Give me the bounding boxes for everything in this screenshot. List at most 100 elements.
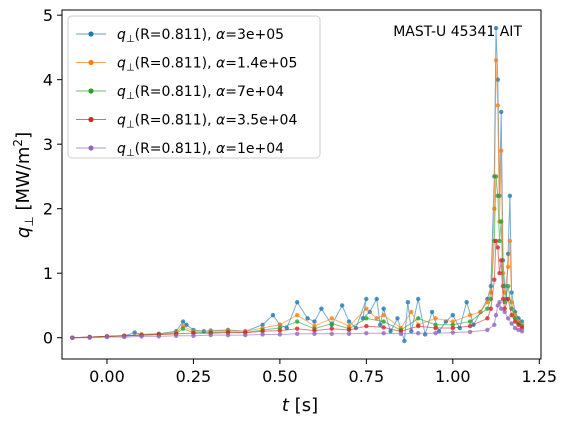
data-point <box>70 335 75 340</box>
data-point <box>312 319 317 324</box>
series-5 <box>70 300 525 340</box>
data-point <box>433 322 438 328</box>
data-point <box>260 322 265 328</box>
data-point <box>156 334 162 339</box>
data-point <box>104 334 110 340</box>
legend-label-part: q <box>117 113 126 129</box>
legend-label-part: α <box>216 113 226 129</box>
y-axis-label-unit-close: ] <box>13 132 34 139</box>
data-point <box>377 322 383 328</box>
data-point <box>260 329 265 334</box>
x-axis: 0.00 0.25 0.50 0.75 1.00 1.25 <box>89 359 557 386</box>
data-point <box>499 306 504 311</box>
legend-items: q⊥(R=0.811), α=3e+05q⊥(R=0.811), α=1.4e+… <box>76 27 297 159</box>
series-line <box>72 240 523 339</box>
data-point <box>402 338 407 344</box>
data-point <box>381 319 386 324</box>
data-point <box>519 325 525 331</box>
data-point <box>488 306 494 311</box>
data-point <box>512 325 518 331</box>
data-point <box>495 103 500 108</box>
legend-label-part: (R=0.811), <box>135 27 216 43</box>
data-point <box>433 316 438 321</box>
legend: q⊥(R=0.811), α=3e+05q⊥(R=0.811), α=1.4e+… <box>67 15 321 159</box>
data-point <box>294 300 300 305</box>
legend-marker <box>88 145 94 151</box>
data-point <box>507 238 513 244</box>
legend-item: q⊥(R=0.811), α=7e+04 <box>76 84 284 102</box>
legend-label-part: (R=0.811), <box>135 141 216 157</box>
data-point <box>398 331 404 337</box>
x-axis-label: t [s] <box>282 395 318 416</box>
data-point <box>497 238 502 244</box>
data-point <box>505 296 511 302</box>
data-point <box>493 25 499 31</box>
data-point <box>184 322 189 328</box>
legend-label-part: q <box>117 84 126 100</box>
data-point <box>374 316 379 321</box>
data-point <box>225 332 231 338</box>
legend-label-part: =7e+04 <box>225 84 284 100</box>
data-point <box>433 325 438 331</box>
data-point <box>416 316 421 321</box>
legend-label-part: ⊥ <box>126 91 135 102</box>
y-axis-label-superscript: 2 <box>11 139 25 147</box>
legend-label-part: α <box>216 141 226 157</box>
legend-marker <box>88 116 94 123</box>
x-tick-label: 0.25 <box>176 367 212 386</box>
y-tick-label: 1 <box>43 264 53 283</box>
data-point <box>436 329 442 334</box>
data-point <box>485 306 490 311</box>
legend-label: q⊥(R=0.811), α=3e+05 <box>117 27 284 45</box>
data-point <box>493 238 499 244</box>
y-axis-label: q⊥ [MW/m2] <box>11 132 36 238</box>
data-point <box>467 329 473 335</box>
data-point <box>493 58 499 63</box>
data-point <box>497 271 502 276</box>
legend-label-part: α <box>216 84 226 100</box>
legend-label-part: α <box>216 27 226 43</box>
data-point <box>329 331 334 337</box>
data-point <box>492 322 497 328</box>
y-axis-label-subscript: ⊥ <box>22 216 36 226</box>
legend-label-part: q <box>117 27 126 43</box>
data-point <box>139 334 144 339</box>
data-point <box>260 332 265 337</box>
data-point <box>277 322 283 328</box>
legend-label-part: =1.4e+05 <box>225 56 297 72</box>
data-point <box>173 333 179 338</box>
data-point <box>450 325 456 331</box>
data-point <box>499 258 504 263</box>
data-point <box>493 174 499 179</box>
y-axis-label-unit: [MW/m <box>13 147 34 217</box>
data-point <box>467 319 473 324</box>
data-point <box>450 322 456 328</box>
y-axis: 0 1 2 3 4 5 <box>43 6 62 348</box>
legend-item: q⊥(R=0.811), α=1.4e+05 <box>76 56 297 74</box>
data-point <box>433 330 438 336</box>
y-tick-label: 5 <box>43 6 53 25</box>
data-point <box>305 316 310 321</box>
data-point <box>450 312 456 318</box>
data-point <box>405 300 411 305</box>
data-point <box>507 193 513 198</box>
series-layer <box>70 25 525 344</box>
legend-label-part: ⊥ <box>126 63 135 74</box>
data-point <box>364 316 369 321</box>
legend-label-part: ⊥ <box>126 148 135 159</box>
legend-label-part: =1e+04 <box>225 141 284 157</box>
data-point <box>208 332 213 338</box>
legend-item: q⊥(R=0.811), α=3.5e+04 <box>76 113 297 131</box>
data-point <box>270 312 276 318</box>
legend-label-part: q <box>117 141 126 157</box>
data-point <box>312 331 317 337</box>
data-point <box>312 328 317 333</box>
data-point <box>329 321 334 326</box>
legend-label-part: =3e+05 <box>225 27 284 43</box>
data-point <box>429 309 435 315</box>
data-point <box>505 316 511 321</box>
data-point <box>493 312 499 318</box>
y-tick-label: 3 <box>43 135 53 154</box>
data-point <box>500 296 506 302</box>
